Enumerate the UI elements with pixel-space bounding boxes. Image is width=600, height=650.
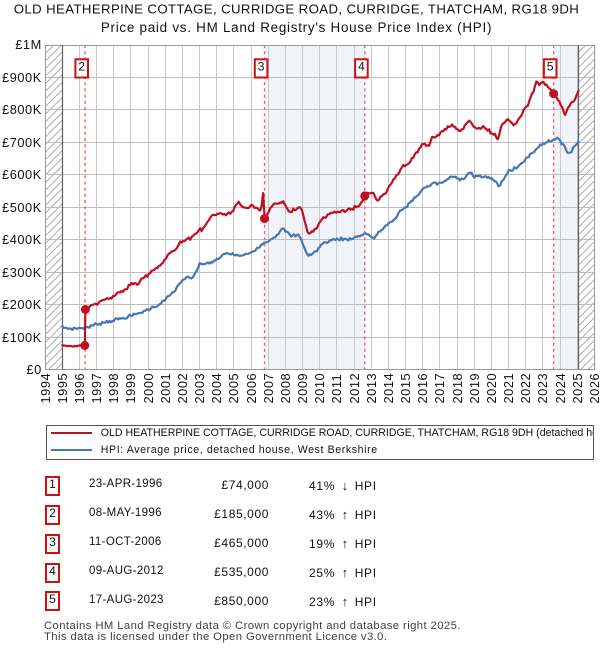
svg-text:£700K: £700K (2, 135, 42, 150)
svg-text:2002: 2002 (175, 373, 190, 404)
svg-text:2011: 2011 (329, 374, 344, 404)
svg-text:OLD HEATHERPINE COTTAGE, CURRI: OLD HEATHERPINE COTTAGE, CURRIDGE ROAD, … (14, 2, 580, 17)
svg-text:2025: 2025 (570, 373, 585, 404)
svg-text:£900K: £900K (2, 70, 42, 85)
svg-text:£200K: £200K (2, 297, 42, 312)
svg-text:3: 3 (258, 60, 265, 74)
svg-text:£400K: £400K (2, 232, 42, 247)
svg-text:2016: 2016 (415, 373, 430, 404)
svg-text:1994: 1994 (38, 373, 53, 404)
svg-text:£500K: £500K (2, 200, 42, 215)
svg-text:£300K: £300K (2, 265, 42, 280)
svg-text:Price paid vs. HM Land Registr: Price paid vs. HM Land Registry's House … (101, 20, 492, 35)
svg-text:2004: 2004 (209, 373, 224, 404)
svg-text:2005: 2005 (226, 373, 241, 404)
svg-text:2009: 2009 (295, 373, 310, 404)
svg-text:2007: 2007 (261, 373, 276, 404)
svg-text:£0: £0 (26, 362, 41, 377)
svg-text:2013: 2013 (364, 373, 379, 404)
svg-text:2015: 2015 (398, 373, 413, 404)
svg-text:£100K: £100K (2, 330, 42, 345)
svg-text:2006: 2006 (244, 373, 259, 404)
svg-text:1997: 1997 (89, 373, 104, 404)
svg-text:4: 4 (358, 60, 365, 74)
svg-text:2021: 2021 (501, 373, 516, 404)
svg-text:2020: 2020 (484, 373, 499, 404)
svg-text:£1M: £1M (15, 37, 42, 52)
svg-text:2018: 2018 (450, 373, 465, 404)
svg-text:1999: 1999 (123, 373, 138, 404)
svg-text:2024: 2024 (553, 373, 568, 404)
svg-text:5: 5 (547, 60, 554, 74)
svg-text:2017: 2017 (432, 373, 447, 404)
svg-text:2001: 2001 (158, 373, 173, 404)
svg-text:2008: 2008 (278, 373, 293, 404)
svg-text:2022: 2022 (518, 373, 533, 404)
svg-text:£800K: £800K (2, 102, 42, 117)
svg-text:2003: 2003 (192, 373, 207, 404)
svg-text:2000: 2000 (141, 373, 156, 404)
svg-text:1998: 1998 (106, 373, 121, 404)
svg-text:2026: 2026 (587, 373, 600, 404)
svg-text:2012: 2012 (347, 373, 362, 404)
svg-text:£600K: £600K (2, 167, 42, 182)
svg-text:1995: 1995 (55, 373, 70, 404)
svg-text:2019: 2019 (467, 373, 482, 404)
svg-text:2023: 2023 (535, 373, 550, 404)
svg-text:2: 2 (78, 60, 85, 74)
svg-text:2014: 2014 (381, 373, 396, 404)
svg-text:1996: 1996 (72, 373, 87, 404)
svg-text:2010: 2010 (312, 373, 327, 404)
